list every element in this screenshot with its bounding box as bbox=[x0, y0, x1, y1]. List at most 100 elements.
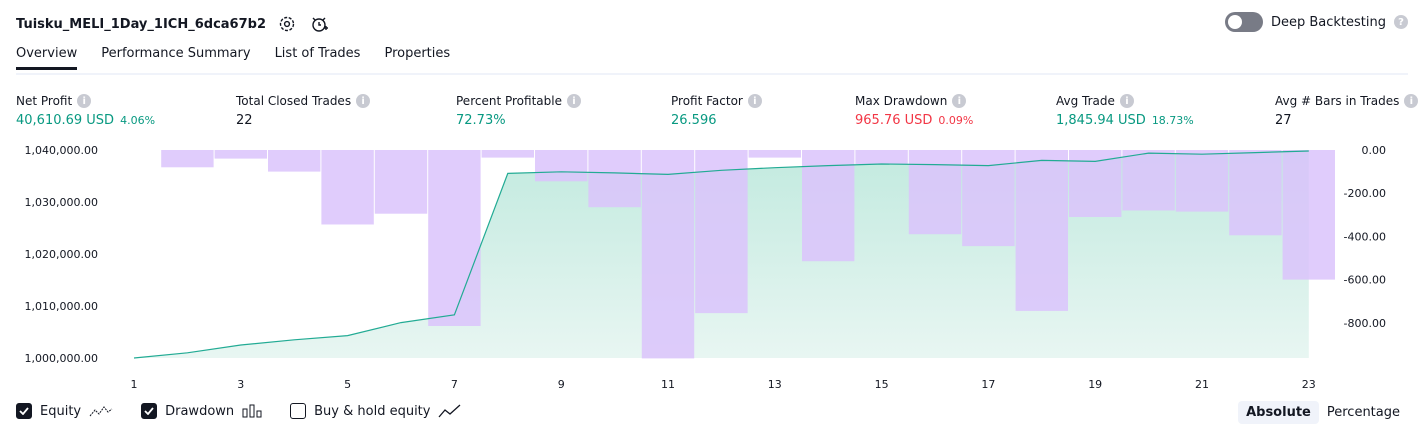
x-tick-label: 9 bbox=[558, 378, 565, 391]
drawdown-bar bbox=[268, 150, 321, 172]
right-tick-label: -800.00 bbox=[1344, 317, 1386, 330]
equity-line-icon bbox=[89, 406, 113, 417]
drawdown-bar bbox=[321, 150, 374, 225]
left-tick-label: 1,000,000.00 bbox=[25, 352, 98, 365]
left-tick-label: 1,040,000.00 bbox=[25, 144, 98, 157]
metric-label: Net Profit bbox=[16, 94, 73, 108]
drawdown-bar bbox=[588, 150, 641, 208]
drawdown-bar bbox=[481, 150, 534, 158]
right-tick-label: -200.00 bbox=[1344, 187, 1386, 200]
tab-bar: Overview Performance Summary List of Tra… bbox=[16, 46, 450, 70]
plot-area bbox=[133, 150, 1335, 359]
equity-line bbox=[133, 150, 1309, 359]
tabs-divider bbox=[16, 73, 1408, 75]
legend-buy-hold[interactable]: Buy & hold equity bbox=[290, 403, 462, 419]
metric-net-profit: Net Profit i 40,610.69 USD 4.06% bbox=[16, 94, 155, 128]
right-tick-label: -600.00 bbox=[1344, 274, 1386, 287]
gear-icon bbox=[279, 16, 295, 32]
metric-profit-factor: Profit Factor i 26.596 bbox=[671, 94, 762, 128]
left-tick-label: 1,020,000.00 bbox=[25, 248, 98, 261]
drawdown-bar bbox=[214, 150, 267, 159]
info-icon[interactable]: i bbox=[566, 94, 581, 108]
info-icon[interactable]: i bbox=[1119, 94, 1134, 108]
settings-icon[interactable] bbox=[276, 13, 298, 35]
buy-hold-checkbox[interactable] bbox=[290, 403, 307, 419]
drawdown-bar bbox=[1122, 150, 1175, 211]
info-icon[interactable]: i bbox=[952, 94, 967, 108]
tab-list-of-trades[interactable]: List of Trades bbox=[274, 46, 361, 61]
metric-percent: 4.06% bbox=[120, 114, 156, 127]
alarm-clock-plus-icon bbox=[312, 17, 328, 32]
chart-legend: Equity Drawdown Buy & hold equity bbox=[16, 403, 462, 419]
legend-equity-label: Equity bbox=[40, 403, 82, 419]
equity-checkbox[interactable] bbox=[16, 403, 32, 419]
equity-drawdown-chart: 1,000,000.00 1,010,000.00 1,020,000.00 1,03… bbox=[25, 144, 1386, 391]
metric-avg-trade: Avg Trade i 1,845.94 USD 18.73% bbox=[1056, 94, 1194, 128]
metric-value: 1,845.94 USD bbox=[1056, 113, 1146, 128]
tab-performance-summary[interactable]: Performance Summary bbox=[101, 46, 251, 61]
legend-drawdown[interactable]: Drawdown bbox=[141, 403, 262, 419]
metric-label: Total Closed Trades bbox=[236, 94, 352, 108]
drawdown-bar bbox=[374, 150, 428, 214]
percentage-button[interactable]: Percentage bbox=[1326, 405, 1400, 420]
right-axis: 0.00 -200.00 -400.00 -600.00 -800.00 bbox=[1344, 144, 1386, 330]
trend-line-icon bbox=[438, 404, 461, 418]
x-tick-label: 19 bbox=[1088, 378, 1102, 391]
metric-label: Avg # Bars in Trades bbox=[1275, 94, 1400, 108]
legend-equity[interactable]: Equity bbox=[16, 403, 113, 419]
left-tick-label: 1,010,000.00 bbox=[25, 300, 98, 313]
metric-value: 27 bbox=[1275, 113, 1292, 128]
bar-chart-icon bbox=[242, 404, 262, 418]
drawdown-bar bbox=[641, 150, 695, 359]
metric-value: 72.73% bbox=[456, 113, 506, 128]
legend-buy-hold-label: Buy & hold equity bbox=[314, 403, 431, 419]
drawdown-bar bbox=[428, 150, 481, 326]
info-icon[interactable]: i bbox=[1404, 94, 1419, 108]
drawdown-bar bbox=[1229, 150, 1282, 236]
left-tick-label: 1,030,000.00 bbox=[25, 196, 98, 209]
add-alert-icon[interactable] bbox=[308, 13, 330, 35]
left-axis: 1,000,000.00 1,010,000.00 1,020,000.00 1,03… bbox=[25, 144, 98, 365]
drawdown-bar bbox=[1069, 150, 1122, 217]
deep-backtesting-label: Deep Backtesting bbox=[1270, 14, 1386, 30]
x-tick-label: 3 bbox=[237, 378, 244, 391]
tab-properties[interactable]: Properties bbox=[384, 46, 451, 61]
drawdown-bar bbox=[695, 150, 748, 314]
info-icon[interactable]: i bbox=[356, 94, 371, 108]
x-tick-label: 1 bbox=[131, 378, 138, 391]
tab-overview[interactable]: Overview bbox=[16, 46, 78, 70]
metric-value: 22 bbox=[236, 113, 253, 128]
metric-value: 40,610.69 USD bbox=[16, 113, 115, 128]
check-icon bbox=[144, 407, 154, 415]
info-icon[interactable]: i bbox=[747, 94, 762, 108]
x-tick-label: 17 bbox=[981, 378, 995, 391]
metric-value: 26.596 bbox=[671, 113, 717, 128]
x-tick-label: 21 bbox=[1195, 378, 1209, 391]
x-tick-label: 7 bbox=[451, 378, 458, 391]
help-icon[interactable]: ? bbox=[1394, 15, 1408, 29]
right-tick-label: -400.00 bbox=[1344, 230, 1386, 243]
metric-label: Percent Profitable bbox=[456, 94, 562, 108]
metric-label: Avg Trade bbox=[1056, 94, 1115, 108]
drawdown-bar bbox=[1282, 150, 1335, 280]
x-axis: 1 3 5 7 9 11 13 15 17 19 21 23 bbox=[131, 378, 1316, 391]
title-row: Tuisku_MELI_1Day_1ICH_6dca67b2 bbox=[16, 12, 330, 36]
deep-backtesting-toggle[interactable] bbox=[1224, 12, 1263, 32]
drawdown-bar bbox=[535, 150, 588, 182]
metric-max-drawdown: Max Drawdown i 965.76 USD 0.09% bbox=[855, 94, 973, 128]
drawdown-bar bbox=[161, 150, 214, 168]
deep-backtesting-control: Deep Backtesting ? bbox=[1224, 12, 1408, 32]
metric-value: 965.76 USD bbox=[855, 113, 933, 128]
drawdown-bar bbox=[1175, 150, 1229, 212]
drawdown-checkbox[interactable] bbox=[141, 403, 158, 419]
x-tick-label: 23 bbox=[1302, 378, 1316, 391]
drawdown-bar bbox=[802, 150, 855, 262]
x-tick-label: 11 bbox=[661, 378, 675, 391]
absolute-button[interactable]: Absolute bbox=[1238, 401, 1319, 424]
toggle-knob bbox=[1227, 15, 1242, 29]
strategy-title: Tuisku_MELI_1Day_1ICH_6dca67b2 bbox=[16, 16, 266, 32]
info-icon[interactable]: i bbox=[77, 94, 92, 108]
metric-total-closed-trades: Total Closed Trades i 22 bbox=[236, 94, 371, 128]
legend-drawdown-label: Drawdown bbox=[165, 403, 235, 419]
drawdown-bar bbox=[908, 150, 962, 235]
